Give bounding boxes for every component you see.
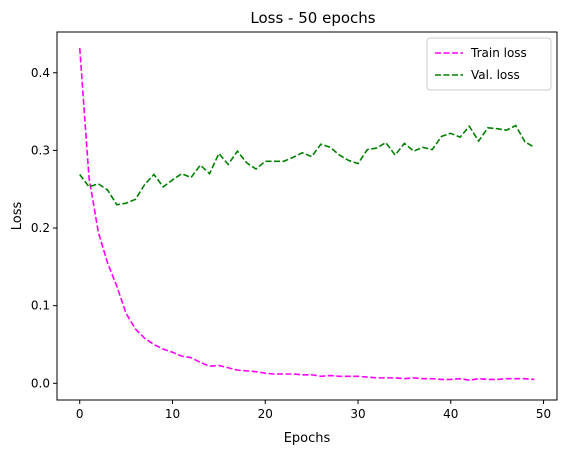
y-tick-label: 0.0 bbox=[31, 376, 50, 390]
legend-label: Val. loss bbox=[471, 68, 520, 82]
y-axis-label: Loss bbox=[10, 202, 25, 231]
y-tick-label: 0.1 bbox=[31, 299, 50, 313]
x-tick-label: 0 bbox=[76, 407, 84, 421]
y-axis-ticks: 0.0 0.1 0.2 0.3 0.4 bbox=[31, 66, 57, 390]
plot-area bbox=[78, 47, 535, 382]
axes-frame bbox=[56, 31, 558, 401]
chart-title: Loss - 50 epochs bbox=[250, 9, 375, 27]
x-tick-label: 20 bbox=[258, 407, 273, 421]
x-tick-label: 10 bbox=[165, 407, 180, 421]
x-axis-ticks: 0 10 20 30 40 50 bbox=[76, 400, 551, 421]
legend: Train loss Val. loss bbox=[426, 37, 552, 91]
y-tick-label: 0.4 bbox=[31, 66, 50, 80]
x-tick-label: 50 bbox=[536, 407, 551, 421]
series-line-val-loss bbox=[79, 124, 535, 206]
x-axis-label: Epochs bbox=[284, 431, 331, 446]
series-line-train-loss bbox=[78, 47, 535, 382]
x-tick-label: 30 bbox=[350, 407, 365, 421]
y-tick-label: 0.3 bbox=[31, 143, 50, 157]
x-tick-label: 40 bbox=[443, 407, 458, 421]
legend-box bbox=[426, 37, 552, 91]
y-tick-label: 0.2 bbox=[31, 221, 50, 235]
legend-label: Train loss bbox=[470, 46, 527, 60]
